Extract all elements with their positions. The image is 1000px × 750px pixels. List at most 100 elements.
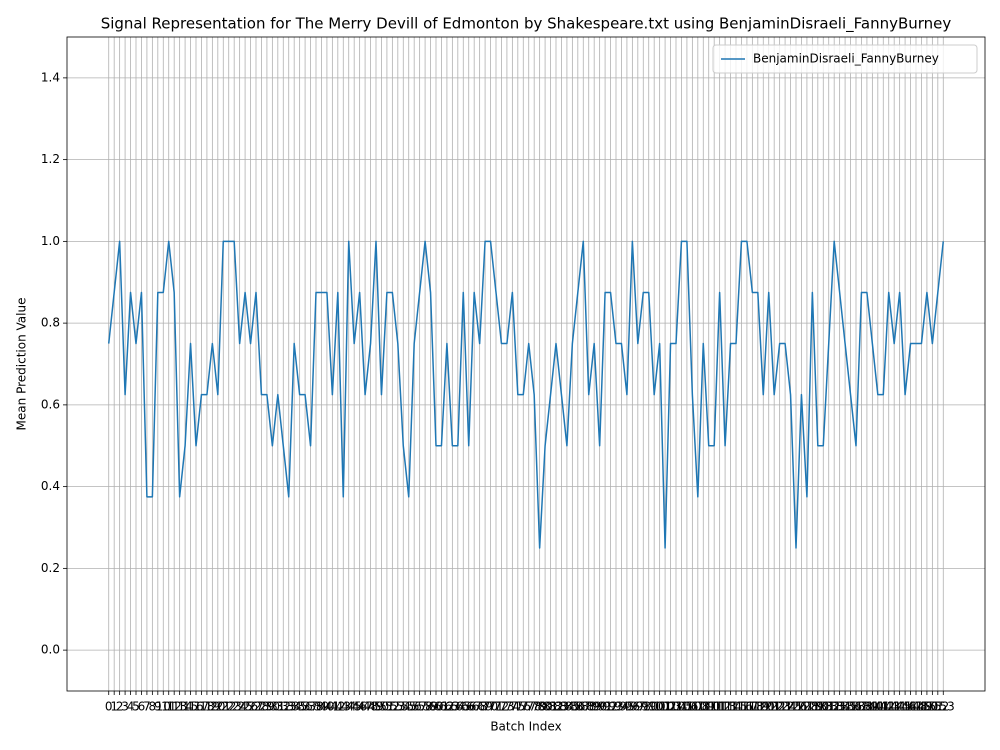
x-tick-label: 74: [505, 700, 520, 714]
x-tick-label: 85: [565, 700, 580, 714]
x-tick-label: 18: [199, 700, 214, 714]
x-tick-label: 22: [221, 700, 236, 714]
x-tick-label: 3: [121, 700, 129, 714]
x-tick-label: 23: [227, 700, 242, 714]
x-tick-label: 57: [412, 700, 427, 714]
y-tick-label: 0.8: [41, 316, 60, 330]
x-tick-label: 7: [143, 700, 151, 714]
x-tick-label: 107: [681, 700, 704, 714]
x-tick-label: 149: [910, 700, 933, 714]
plot-frame: [66, 36, 986, 692]
x-tick-label: 48: [363, 700, 378, 714]
x-tick-label: 4: [127, 700, 135, 714]
x-tick-label: 66: [461, 700, 476, 714]
x-tick-label: 120: [752, 700, 775, 714]
x-tick-label: 89: [587, 700, 602, 714]
x-tick-label: 61: [434, 700, 449, 714]
x-tick-label: 122: [763, 700, 786, 714]
x-tick-label: 70: [483, 700, 498, 714]
x-tick-label: 91: [597, 700, 612, 714]
x-tick-label: 62: [439, 700, 454, 714]
x-tick-label: 26: [243, 700, 258, 714]
x-tick-label: 45: [347, 700, 362, 714]
x-tick-label: 38: [308, 700, 323, 714]
x-tick-label: 51: [379, 700, 394, 714]
x-tick-label: 55: [401, 700, 416, 714]
y-tick-label: 1.4: [41, 70, 60, 84]
line-series: [107, 240, 945, 549]
y-axis-label: Mean Prediction Value: [15, 298, 29, 431]
x-tick-label: 1: [110, 700, 118, 714]
y-tick-label: 1.0: [41, 234, 60, 248]
x-tick-label: 83: [554, 700, 569, 714]
x-tick-label: 46: [352, 700, 367, 714]
x-tick-label: 142: [872, 700, 895, 714]
x-tick-label: 33: [281, 700, 296, 714]
x-tick-label: 118: [741, 700, 764, 714]
x-tick-label: 127: [790, 700, 813, 714]
x-tick-label: 64: [450, 700, 465, 714]
x-tick-label: 121: [757, 700, 780, 714]
x-tick-label: 13: [172, 700, 187, 714]
x-tick-label: 11: [161, 700, 176, 714]
x-tick-label: 117: [735, 700, 758, 714]
x-tick-label: 12: [167, 700, 182, 714]
x-tick-label: 69: [477, 700, 492, 714]
x-tick-label: 126: [785, 700, 808, 714]
x-tick-label: 82: [548, 700, 563, 714]
x-tick-label: 35: [292, 700, 307, 714]
x-tick-label: 95: [619, 700, 634, 714]
x-tick-label: 20: [210, 700, 225, 714]
x-tick-label: 90: [592, 700, 607, 714]
x-tick-label: 139: [855, 700, 878, 714]
x-tick-label: 39: [314, 700, 329, 714]
x-tick-label: 30: [265, 700, 280, 714]
x-tick-label: 16: [188, 700, 203, 714]
x-tick-label: 108: [686, 700, 709, 714]
x-tick-label: 81: [543, 700, 558, 714]
x-tick-label: 28: [254, 700, 269, 714]
x-tick-label: 32: [276, 700, 291, 714]
x-tick-label: 6: [138, 700, 146, 714]
x-tick-label: 71: [488, 700, 503, 714]
x-tick-label: 135: [834, 700, 857, 714]
chart-title: Signal Representation for The Merry Devi…: [101, 15, 952, 34]
x-tick-label: 93: [608, 700, 623, 714]
x-tick-label: 59: [423, 700, 438, 714]
x-tick-label: 138: [850, 700, 873, 714]
x-tick-label: 31: [270, 700, 285, 714]
x-tick-label: 123: [768, 700, 791, 714]
x-tick-label: 111: [703, 700, 726, 714]
x-tick-label: 112: [708, 700, 731, 714]
x-tick-label: 44: [341, 700, 356, 714]
legend: BenjaminDisraeli_FannyBurney: [712, 44, 978, 74]
x-tick-label: 54: [396, 700, 411, 714]
x-tick-label: 58: [417, 700, 432, 714]
x-tick-label: 40: [319, 700, 334, 714]
x-tick-label: 15: [183, 700, 198, 714]
x-tick-label: 136: [839, 700, 862, 714]
x-tick-label: 133: [823, 700, 846, 714]
x-tick-label: 106: [675, 700, 698, 714]
x-tick-label: 124: [774, 700, 797, 714]
x-tick-label: 129: [801, 700, 824, 714]
x-tick-label: 100: [643, 700, 666, 714]
y-tick-label: 0.0: [41, 643, 60, 657]
x-tick-label: 67: [467, 700, 482, 714]
x-tick-label: 17: [194, 700, 209, 714]
x-tick-label: 86: [570, 700, 585, 714]
x-tick-label: 137: [845, 700, 868, 714]
x-tick-label: 52: [385, 700, 400, 714]
x-tick-label: 151: [921, 700, 944, 714]
x-tick-label: 73: [499, 700, 514, 714]
x-tick-label: 114: [719, 700, 742, 714]
x-tick-label: 80: [537, 700, 552, 714]
x-tick-label: 134: [828, 700, 851, 714]
x-tick-label: 29: [259, 700, 274, 714]
x-tick-label: 50: [374, 700, 389, 714]
x-tick-label: 77: [521, 700, 536, 714]
x-tick-label: 109: [692, 700, 715, 714]
x-tick-label: 144: [883, 700, 906, 714]
x-tick-label: 140: [861, 700, 884, 714]
x-tick-label: 141: [866, 700, 889, 714]
